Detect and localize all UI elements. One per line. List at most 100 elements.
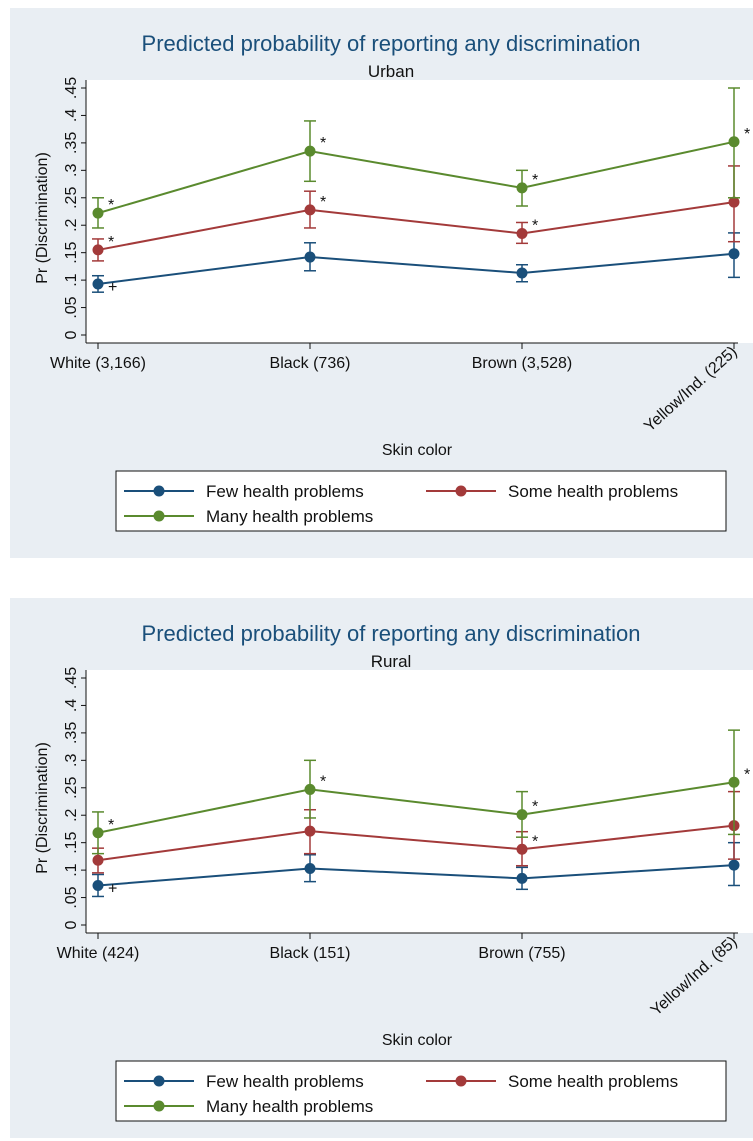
significance-mark: * — [320, 773, 326, 790]
legend-marker — [455, 485, 467, 497]
y-tick-label: .4 — [63, 109, 80, 122]
y-axis-label: Pr (Discrimination) — [34, 742, 51, 874]
y-tick-label: .1 — [63, 863, 80, 876]
significance-mark: + — [108, 880, 117, 897]
significance-mark: * — [744, 126, 750, 143]
y-tick-label: 0 — [63, 330, 80, 339]
series-line — [97, 201, 735, 251]
data-point — [516, 267, 528, 279]
series-line — [97, 140, 735, 215]
chart-subtitle: Urban — [368, 62, 414, 81]
data-point — [304, 145, 316, 157]
legend-marker — [153, 1075, 165, 1087]
x-tick-label: White (3,166) — [50, 355, 146, 372]
y-tick-label: .15 — [63, 241, 80, 263]
series-line — [97, 864, 735, 887]
legend-label: Some health problems — [508, 1072, 678, 1091]
plot-background — [86, 80, 753, 343]
y-tick-label: .05 — [63, 886, 80, 908]
chart-title: Predicted probability of reporting any d… — [142, 621, 641, 646]
plot-area: 0 .05 .1 .15 .2 .25 .3 .35 .4 .45 White (3,166) Bla… — [50, 77, 753, 435]
y-tick-label: .45 — [63, 667, 80, 689]
data-point — [304, 251, 316, 263]
data-point — [304, 825, 316, 837]
y-axis-label: Pr (Discrimination) — [34, 152, 51, 284]
legend-marker — [153, 1100, 165, 1112]
data-point — [92, 278, 104, 290]
y-tick-label: .35 — [63, 132, 80, 154]
legend-box — [115, 470, 727, 532]
y-tick-label: .3 — [63, 164, 80, 177]
series-line — [97, 781, 735, 834]
significance-mark: * — [532, 217, 538, 234]
data-point — [516, 843, 528, 855]
data-point — [728, 859, 740, 871]
chart-panel-urban: Predicted probability of reporting any d… — [10, 8, 753, 558]
data-point — [516, 227, 528, 239]
data-point — [728, 776, 740, 788]
y-tick-label: .2 — [63, 808, 80, 821]
legend: Few health problems Some health problems M… — [115, 470, 727, 532]
chart-panel-rural: Predicted probability of reporting any d… — [10, 598, 753, 1138]
data-point — [92, 827, 104, 839]
y-tick-label: .25 — [63, 187, 80, 209]
significance-mark: * — [532, 833, 538, 850]
x-axis-label: Skin color — [382, 442, 453, 459]
legend-label: Some health problems — [508, 482, 678, 501]
data-point — [92, 207, 104, 219]
data-point — [516, 809, 528, 821]
chart-title: Predicted probability of reporting any d… — [142, 31, 641, 56]
data-point — [728, 196, 740, 208]
legend-marker — [153, 485, 165, 497]
x-tick-label: Brown (755) — [478, 945, 565, 962]
x-axis-label: Skin color — [382, 1032, 453, 1049]
x-tick-label: Black (736) — [270, 355, 351, 372]
x-tick-label: Brown (3,528) — [472, 355, 573, 372]
significance-mark: * — [108, 817, 114, 834]
data-point — [92, 879, 104, 891]
y-tick-label: .45 — [63, 77, 80, 99]
legend-label: Few health problems — [206, 482, 364, 501]
x-tick-label: Yellow/Ind. (225) — [641, 343, 741, 435]
chart-urban: Predicted probability of reporting any d… — [34, 31, 753, 532]
data-point — [516, 182, 528, 194]
legend: Few health problems Some health problems M… — [115, 1060, 727, 1122]
legend-label: Many health problems — [206, 507, 373, 526]
significance-mark: + — [108, 279, 117, 296]
x-tick-label: Black (151) — [270, 945, 351, 962]
data-point — [728, 248, 740, 260]
y-tick-label: 0 — [63, 920, 80, 929]
y-tick-label: .15 — [63, 831, 80, 853]
data-point — [516, 872, 528, 884]
significance-mark: * — [108, 234, 114, 251]
y-tick-label: .25 — [63, 777, 80, 799]
series-line — [97, 824, 735, 862]
legend-marker — [455, 1075, 467, 1087]
y-tick-label: .1 — [63, 273, 80, 286]
legend-label: Few health problems — [206, 1072, 364, 1091]
significance-mark: * — [744, 766, 750, 783]
y-tick-label: .4 — [63, 699, 80, 712]
y-tick-label: .05 — [63, 296, 80, 318]
plot-area: 0 .05 .1 .15 .2 .25 .3 .35 .4 .45 White (424) Black… — [57, 667, 753, 1019]
x-tick-label: White (424) — [57, 945, 140, 962]
y-tick-label: .35 — [63, 722, 80, 744]
significance-mark: * — [320, 194, 326, 211]
significance-mark: * — [108, 197, 114, 214]
legend-box — [115, 1060, 727, 1122]
data-point — [304, 783, 316, 795]
significance-mark: * — [532, 172, 538, 189]
chart-rural: Predicted probability of reporting any d… — [34, 621, 753, 1122]
data-point — [304, 862, 316, 874]
chart-subtitle: Rural — [371, 652, 412, 671]
legend-marker — [153, 510, 165, 522]
data-point — [728, 136, 740, 148]
data-point — [92, 854, 104, 866]
significance-mark: * — [532, 799, 538, 816]
y-tick-label: .3 — [63, 754, 80, 767]
data-point — [92, 244, 104, 256]
data-point — [304, 204, 316, 216]
x-tick-label: Yellow/Ind. (85) — [648, 933, 741, 1019]
series-line — [97, 252, 735, 285]
significance-mark: * — [320, 135, 326, 152]
